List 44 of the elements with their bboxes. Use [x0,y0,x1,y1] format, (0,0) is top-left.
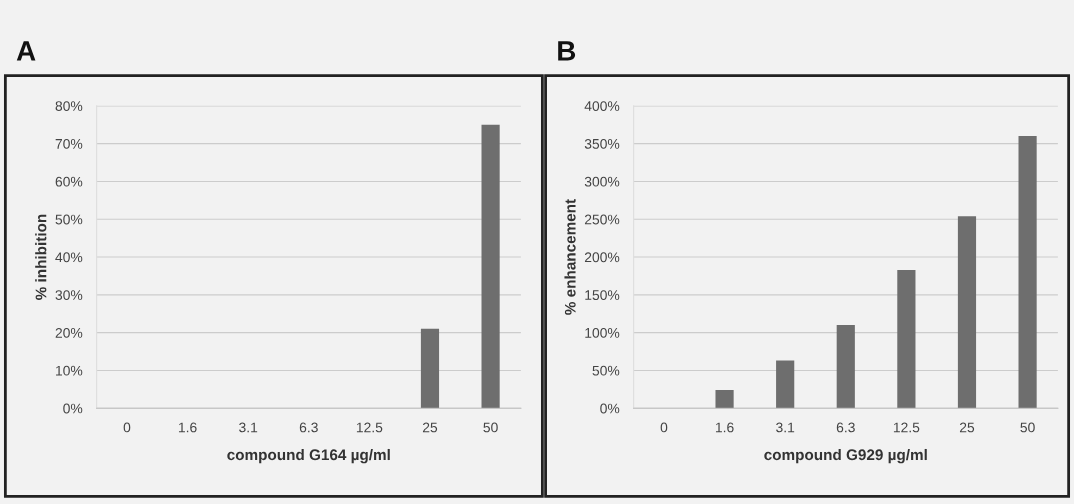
x-tick-label: 1.6 [178,422,197,433]
y-axis-title: % inhibition [35,214,47,300]
x-tick-label: 50 [1020,422,1035,433]
x-tick-label: 6.3 [299,422,318,433]
y-tick-label: 150% [585,290,620,301]
y-tick-label: 0% [63,403,83,414]
y-tick-label: 50% [592,365,620,376]
x-tick-label: 3.1 [776,422,795,433]
y-tick-label: 10% [56,365,83,376]
y-tick-label: 200% [584,252,620,263]
x-tick-label: 12.5 [356,422,383,433]
x-axis-title: compound G164 µg/ml [227,448,390,464]
y-tick-label: 60% [55,176,83,187]
y-axis-title: % enhancement [564,199,576,315]
chart-title: A [16,41,36,61]
bar [776,360,795,409]
x-axis-title: compound G929 µg/ml [764,448,927,464]
x-tick-label: 50 [483,422,498,433]
x-tick-label: 1.6 [715,422,734,433]
x-tick-label: 0 [123,422,131,433]
x-tick-label: 6.3 [836,422,855,433]
x-tick-label: 3.1 [239,422,258,433]
x-tick-label: 12.5 [893,422,920,433]
bar [836,325,855,409]
x-tick-label: 25 [959,422,975,433]
y-tick-label: 20% [55,327,83,338]
y-tick-label: 100% [585,327,620,338]
y-tick-label: 70% [55,138,83,149]
bar [897,269,916,409]
x-tick-label: 0 [660,422,668,433]
chart-title: B [558,41,576,61]
bar [957,216,977,409]
y-tick-label: 80% [55,101,83,112]
y-tick-label: 350% [584,138,620,149]
y-tick-label: 250% [584,214,620,225]
x-tick-label: 25 [422,422,438,433]
y-tick-label: 0% [600,403,620,414]
y-tick-label: 40% [55,252,83,263]
y-tick-label: 50% [55,214,83,225]
y-tick-label: 30% [55,290,83,301]
y-tick-label: 300% [584,176,620,187]
bar [715,390,734,409]
bar [1018,136,1037,409]
y-tick-label: 400% [584,101,620,112]
